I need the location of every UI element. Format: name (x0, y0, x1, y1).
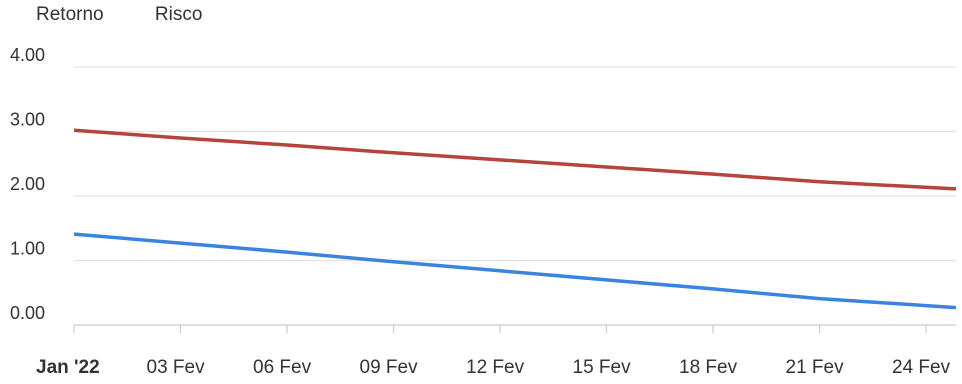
x-tick-label: 03 Fev (147, 357, 206, 378)
x-tick-label: 18 Fev (679, 357, 738, 378)
series-lines (73, 128, 957, 310)
y-tick-label: 3.00 (10, 110, 45, 130)
y-tick-label: 1.00 (10, 239, 45, 259)
y-tick-label: 0.00 (10, 303, 45, 323)
y-tick-label: 4.00 (10, 45, 45, 65)
chart-legend: Retorno Risco (36, 4, 248, 26)
series-line-retorno[interactable] (73, 128, 957, 191)
grid-lines (74, 66, 956, 326)
y-axis: 0.00 1.00 2.00 3.00 4.00 (10, 45, 45, 323)
x-tick-label: Jan '22 (36, 357, 100, 378)
series-line-risco[interactable] (73, 232, 957, 310)
x-tick-label: 24 Fev (892, 357, 951, 378)
x-tick-label: 21 Fev (786, 357, 845, 378)
legend-item-retorno[interactable]: Retorno (36, 4, 104, 25)
x-tick-label: 15 Fev (573, 357, 632, 378)
x-tick-label: 12 Fev (466, 357, 525, 378)
y-tick-label: 2.00 (10, 174, 45, 194)
x-tick-label: 09 Fev (360, 357, 419, 378)
x-axis: Jan '22 03 Fev 06 Fev 09 Fev 12 Fev 15 Fev 18 … (36, 325, 951, 378)
x-tick-label: 06 Fev (253, 357, 312, 378)
legend-item-risco[interactable]: Risco (154, 4, 203, 25)
